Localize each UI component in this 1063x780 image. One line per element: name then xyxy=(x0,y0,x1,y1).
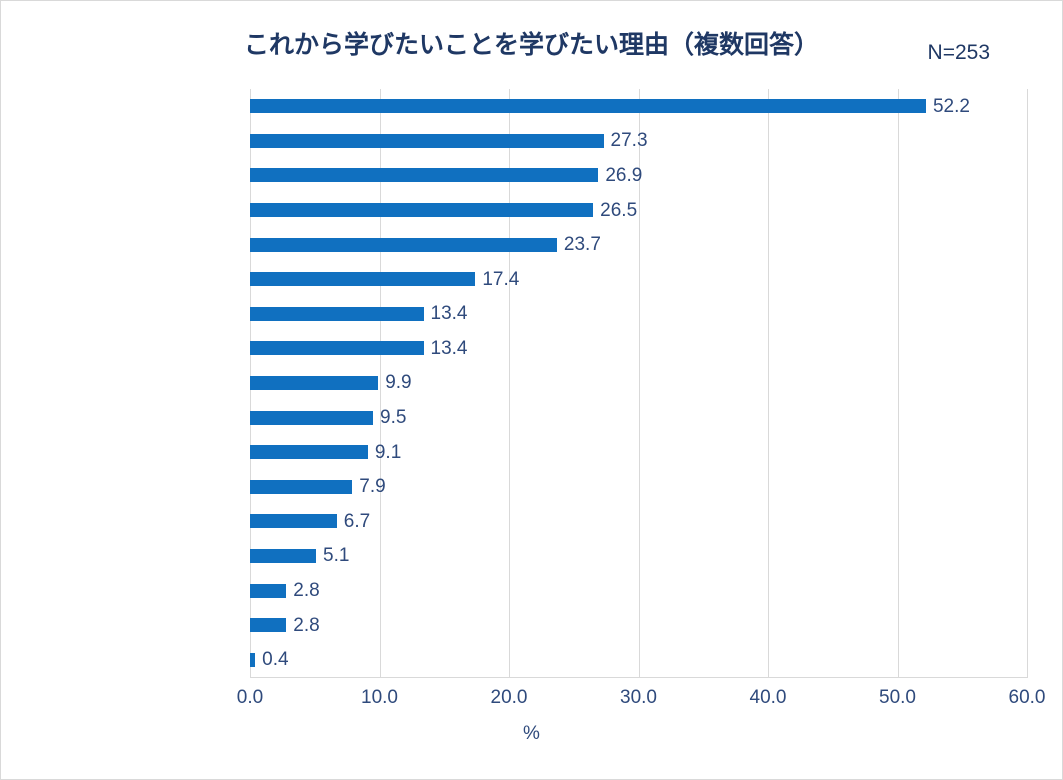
gridline xyxy=(379,89,381,677)
bar xyxy=(250,272,476,287)
bar-value-label: 26.9 xyxy=(605,164,643,186)
bar-row: 将来に漠然と不安があるから13.4 xyxy=(250,297,1027,332)
bar-value-label: 9.5 xyxy=(380,407,407,429)
x-tick-label: 0.0 xyxy=(236,687,264,708)
bar-row: 将来の目標のため13.4 xyxy=(250,331,1027,366)
bar xyxy=(250,341,424,356)
bar xyxy=(250,583,287,598)
x-tick-label: 60.0 xyxy=(1008,687,1046,708)
bar-value-label: 6.7 xyxy=(343,510,371,532)
bar-row: 仕事等の都合で必要だから5.1 xyxy=(250,539,1027,574)
gridline xyxy=(897,89,899,677)
bar-row: 家族・友人・知人のすすめ2.8 xyxy=(250,608,1027,643)
bar xyxy=(250,410,374,425)
bar-row: 資格・検定取得のため26.9 xyxy=(250,158,1027,193)
bar-row: 趣味の延長17.4 xyxy=(250,262,1027,297)
bar-value-label: 5.1 xyxy=(323,545,350,567)
bar-value-label: 52.2 xyxy=(932,95,970,117)
gridline xyxy=(509,89,510,677)
bar-value-label: 13.4 xyxy=(430,303,468,325)
x-axis-title: % xyxy=(523,723,540,744)
bar-value-label: 13.4 xyxy=(430,337,468,359)
bar-value-label: 9.1 xyxy=(374,441,402,463)
bar xyxy=(250,652,256,667)
x-tick-label: 50.0 xyxy=(879,687,916,708)
bar xyxy=(250,514,337,529)
bar xyxy=(250,133,604,148)
bar-value-label: 0.4 xyxy=(262,649,289,671)
bar xyxy=(250,548,317,563)
x-tick-label: 20.0 xyxy=(490,687,528,708)
bar xyxy=(250,445,368,460)
bar-value-label: 17.4 xyxy=(482,268,520,290)
chart-title: これから学びたいことを学びたい理由（複数回答） xyxy=(243,31,819,59)
bar xyxy=(250,237,557,252)
sample-size-annotation: N=253 xyxy=(927,41,990,64)
bar xyxy=(250,99,926,114)
gridline xyxy=(1027,89,1028,677)
gridline xyxy=(768,89,769,677)
bar-row: 家族や友人のため6.7 xyxy=(250,504,1027,539)
bar-row: その他0.4 xyxy=(250,642,1027,677)
bar-row: スキルアップのため52.2 xyxy=(250,89,1027,124)
x-tick-label: 30.0 xyxy=(620,687,657,708)
x-axis-line xyxy=(250,677,1028,678)
bar xyxy=(250,306,424,321)
bar-value-label: 2.8 xyxy=(293,614,320,636)
bar-value-label: 27.3 xyxy=(610,130,648,152)
bar-row: 結婚・恋愛のため2.8 xyxy=(250,573,1027,608)
bar-value-label: 23.7 xyxy=(563,234,601,256)
bar-row: 収入を上げるため23.7 xyxy=(250,227,1027,262)
bar xyxy=(250,168,599,183)
x-tick-label: 10.0 xyxy=(361,687,398,708)
plot-area: スキルアップのため52.2プライベートを充実させるため27.3資格・検定取得のた… xyxy=(250,89,1028,677)
bar-value-label: 2.8 xyxy=(293,580,320,602)
bar-row: プライベートを充実させるため27.3 xyxy=(250,124,1027,159)
bar xyxy=(250,375,379,390)
bar-row: 就職・転職のため9.9 xyxy=(250,366,1027,401)
bar-value-label: 9.9 xyxy=(385,372,412,394)
bar xyxy=(250,618,287,633)
gridline xyxy=(638,89,640,677)
bar-value-label: 26.5 xyxy=(600,199,638,221)
bar xyxy=(250,479,353,494)
bar-row: 昇進するため7.9 xyxy=(250,469,1027,504)
bar-value-label: 7.9 xyxy=(359,476,386,498)
bar-row: 経済的自立のため26.5 xyxy=(250,193,1027,228)
x-tick-label: 40.0 xyxy=(749,687,787,708)
bar-row: 暇な時間があるから9.5 xyxy=(250,400,1027,435)
bar-row: 老後のため9.1 xyxy=(250,435,1027,470)
bar xyxy=(250,203,594,218)
